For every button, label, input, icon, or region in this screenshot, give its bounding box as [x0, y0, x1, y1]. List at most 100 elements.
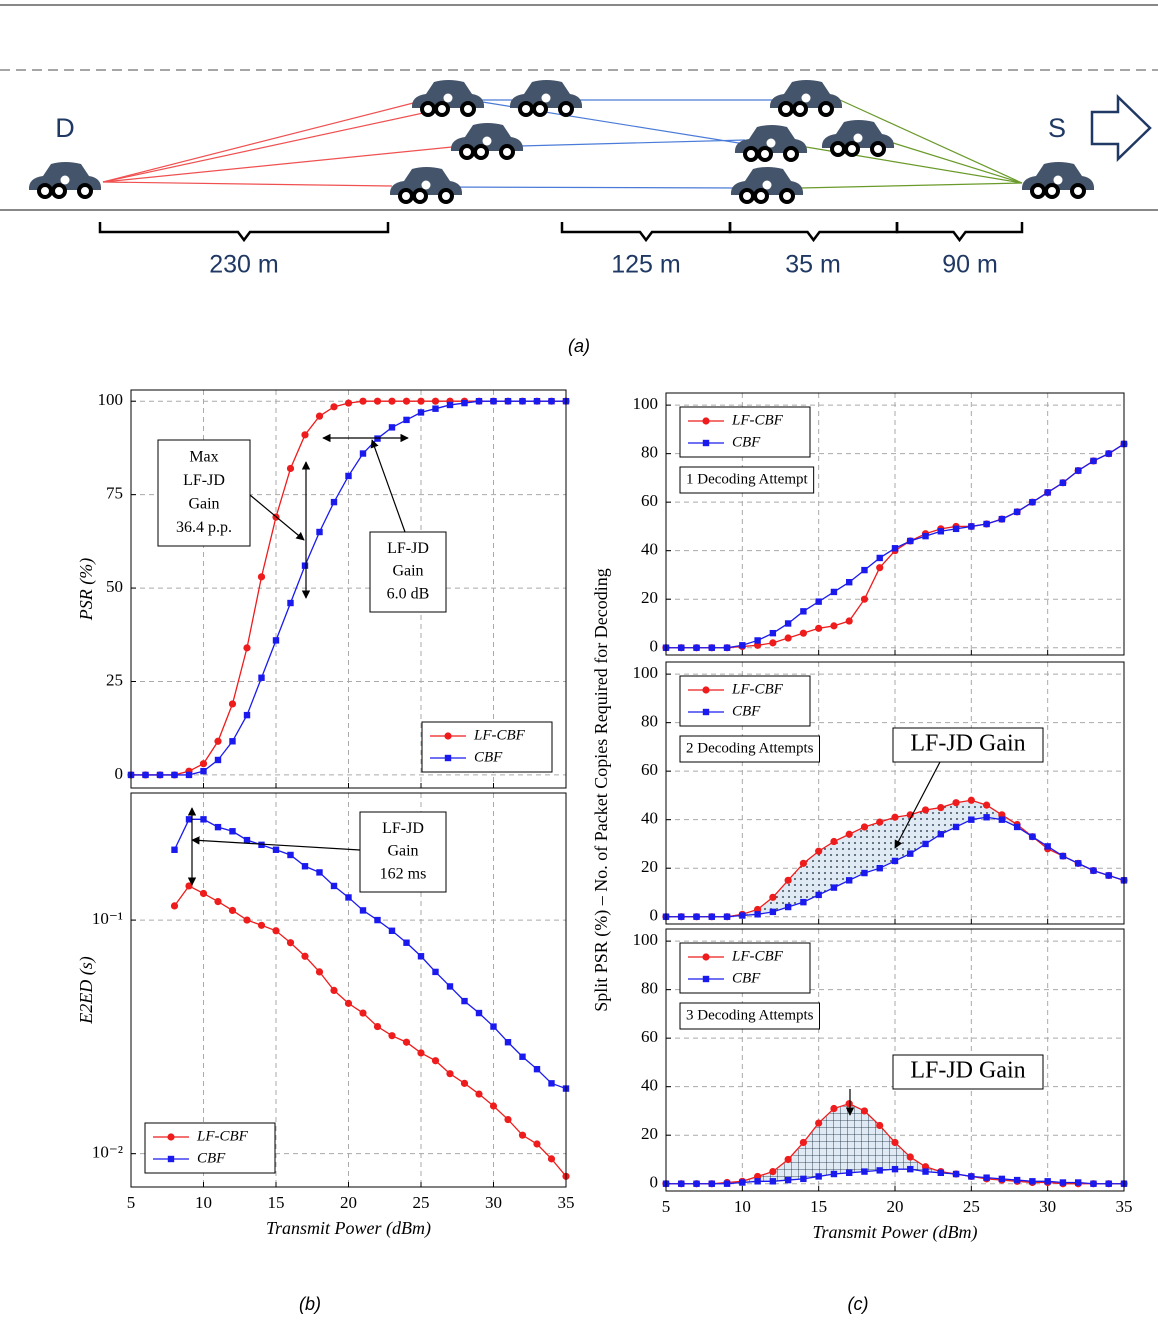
vehicle-badge [853, 133, 863, 143]
legend-label: CBF [732, 970, 761, 986]
point [952, 1170, 960, 1178]
point [983, 814, 990, 821]
point [258, 841, 265, 849]
y-tick-label: 60 [641, 491, 658, 510]
y-axis-label: PSR (%) [76, 558, 97, 621]
x-axis-label: Transmit Power (dBm) [266, 1218, 431, 1239]
point [784, 1176, 792, 1184]
point [1090, 457, 1097, 465]
point [200, 816, 207, 823]
y-tick-label: 20 [641, 857, 658, 876]
source-label: D [55, 113, 75, 143]
x-tick-label: 30 [1039, 1197, 1056, 1216]
point [1075, 1179, 1082, 1186]
y-tick-label: 80 [641, 443, 658, 462]
point [846, 1169, 853, 1177]
point [1090, 1180, 1097, 1187]
vehicle-badge [482, 136, 492, 146]
distance-label: 35 m [785, 251, 841, 279]
point [373, 397, 382, 405]
distance-label: 230 m [209, 251, 278, 279]
point [243, 644, 251, 652]
point [739, 1179, 746, 1186]
y-tick-label: 40 [641, 809, 658, 828]
y-tick-label: 40 [641, 540, 658, 559]
point [1105, 1180, 1112, 1187]
annotation-arrow [249, 494, 305, 541]
point [1029, 1178, 1036, 1185]
point [287, 599, 294, 607]
annotation-text: Gain [188, 495, 219, 512]
point [315, 412, 324, 420]
point [891, 1165, 899, 1173]
point [417, 409, 425, 416]
link [439, 186, 741, 189]
note-label: 3 Decoding Attempts [686, 1007, 814, 1023]
point [548, 1080, 555, 1087]
link [102, 181, 393, 187]
point [199, 889, 208, 898]
point [754, 637, 761, 644]
link [799, 182, 1023, 189]
note-box [679, 1002, 820, 1030]
link [519, 139, 746, 147]
point [316, 528, 323, 536]
point [754, 911, 761, 918]
point [921, 806, 930, 814]
point [1044, 489, 1051, 496]
point [519, 1053, 526, 1060]
link [102, 103, 466, 183]
point [518, 1131, 527, 1139]
legend-label: CBF [197, 1150, 226, 1166]
point [1013, 823, 1021, 831]
point [286, 464, 295, 473]
x-tick-label: 15 [268, 1193, 285, 1212]
point [860, 1107, 869, 1115]
annotation-box [369, 531, 447, 613]
legend-box [421, 721, 553, 773]
series-line [173, 885, 567, 1177]
x-tick-label: 15 [810, 1197, 827, 1216]
point [769, 629, 777, 637]
wheel [558, 101, 574, 117]
point [769, 893, 777, 901]
point [998, 1175, 1006, 1183]
point [228, 700, 237, 708]
point [330, 498, 338, 506]
point [937, 528, 944, 535]
point [461, 997, 468, 1005]
legend-label: LF-CBF [731, 681, 784, 697]
point [1090, 867, 1097, 874]
legend-label: CBF [732, 434, 761, 450]
point [799, 859, 808, 867]
x-axis-label: Transmit Power (dBm) [812, 1222, 977, 1243]
series-line [173, 818, 567, 1090]
y-tick-label: 25 [106, 670, 123, 689]
point [257, 573, 266, 581]
wheel [1044, 183, 1060, 199]
point [301, 562, 309, 569]
x-tick-label: 35 [1116, 1197, 1133, 1216]
point [907, 1165, 914, 1173]
distance-label: 125 m [611, 251, 680, 279]
legend-marker [702, 953, 710, 961]
point [723, 1180, 731, 1187]
point [171, 846, 178, 853]
point [286, 939, 295, 947]
point [769, 1178, 777, 1185]
wheel [438, 188, 454, 204]
point [301, 952, 309, 960]
point [968, 523, 975, 530]
point [258, 674, 265, 681]
point [830, 884, 838, 891]
y-tick-label: 40 [641, 1076, 658, 1095]
point [1105, 450, 1112, 457]
point [359, 1009, 367, 1017]
plot-frame [665, 661, 1125, 925]
point [876, 865, 883, 872]
link [102, 145, 463, 183]
point [243, 916, 251, 924]
legend-marker [167, 1155, 175, 1163]
point [952, 525, 960, 533]
legend-box [679, 406, 811, 458]
